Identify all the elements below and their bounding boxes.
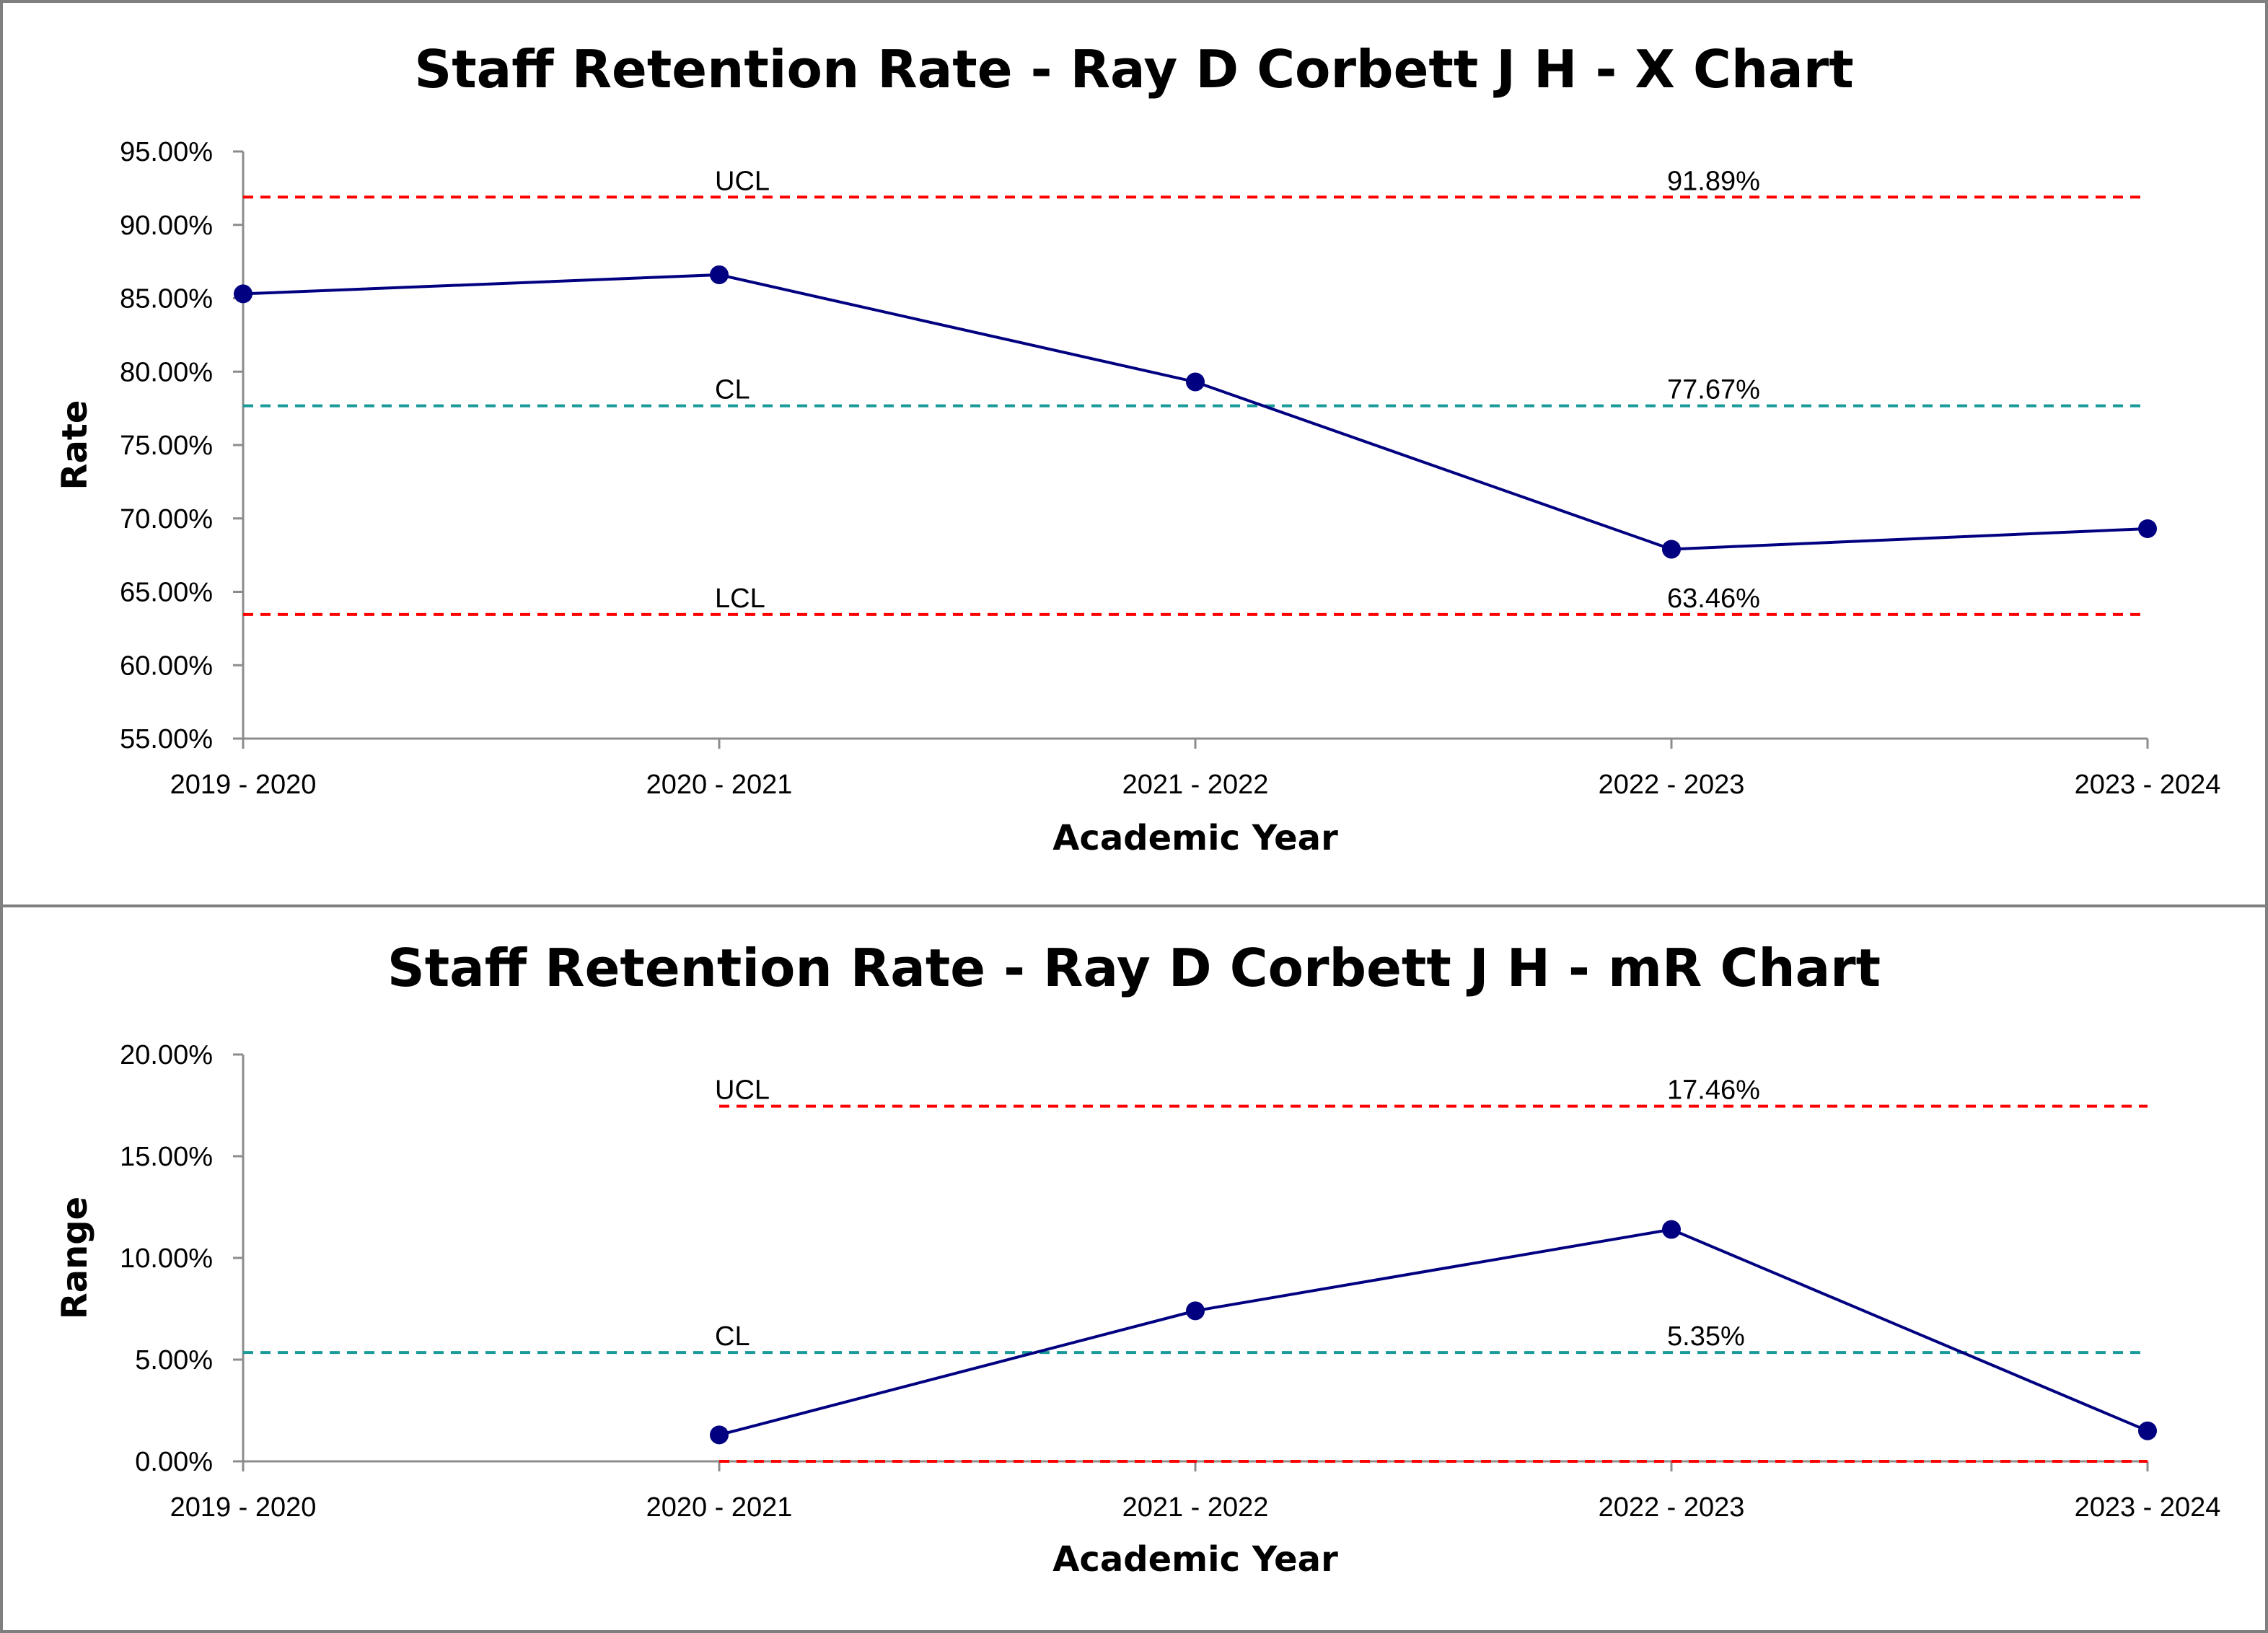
x-chart-x-tick-label: 2023 - 2024 (2075, 770, 2221, 800)
x-chart-y-tick-label: 55.00% (120, 724, 213, 754)
mr-chart-y-tick-label: 5.00% (135, 1345, 213, 1375)
x-chart-data-point (234, 284, 252, 304)
x-chart-y-tick-label: 75.00% (120, 431, 213, 461)
mr-chart-cl-line-value-label: 5.35% (1667, 1321, 1745, 1352)
mr-chart-y-tick-label: 20.00% (120, 1040, 213, 1070)
x-chart-y-tick-label: 70.00% (120, 504, 213, 534)
x-chart-panel: Staff Retention Rate - Ray D Corbett J H… (0, 0, 2268, 910)
x-chart-y-tick-label: 90.00% (120, 211, 213, 241)
x-chart-cl-line-value-label: 77.67% (1667, 375, 1760, 405)
mr-chart-plot: 20.00% 15.00% 10.00% 5.00% 0.00% 2019 - 2020 2… (55, 1040, 2221, 1580)
x-chart-plot: 95.00% 90.00% 85.00% 80.00% 75.00% 70.00% 65.0… (55, 137, 2221, 858)
x-chart-y-tick-label: 95.00% (120, 137, 213, 167)
x-chart-y-tick-label: 65.00% (120, 578, 213, 608)
x-chart-title: Staff Retention Rate - Ray D Corbett J H… (414, 39, 1854, 100)
mr-chart-x-tick-label: 2020 - 2021 (646, 1492, 793, 1523)
x-chart-lcl-line-value-label: 63.46% (1667, 584, 1760, 614)
x-chart-x-tick-label: 2021 - 2022 (1122, 770, 1269, 800)
mr-chart-x-axis-title: Academic Year (1052, 1539, 1338, 1580)
x-chart-cl-line-label: CL (715, 375, 750, 405)
x-chart-data-point (710, 265, 729, 284)
x-chart-data-point (1662, 540, 1681, 559)
mr-chart-data-point (2138, 1421, 2157, 1440)
x-chart-y-tick-label: 85.00% (120, 284, 213, 314)
mr-chart-title: Staff Retention Rate - Ray D Corbett J H… (387, 938, 1881, 998)
mr-chart-x-tick-label: 2022 - 2023 (1599, 1492, 1745, 1523)
mr-chart-y-axis-title: Range (55, 1197, 95, 1319)
mr-chart-x-tick-label: 2023 - 2024 (2075, 1492, 2221, 1523)
mr-chart-y-tick-label: 0.00% (135, 1447, 213, 1477)
mr-chart-data-point (1186, 1301, 1205, 1321)
x-chart-y-tick-label: 60.00% (120, 651, 213, 681)
x-chart-y-axis-title: Rate (55, 400, 95, 490)
x-chart-lcl-line-label: LCL (715, 584, 765, 614)
x-chart-data-point (1186, 372, 1205, 392)
mr-chart-panel: Staff Retention Rate - Ray D Corbett J H… (0, 904, 2268, 1633)
x-chart-x-axis-title: Academic Year (1052, 818, 1338, 858)
mr-chart-ucl-line-label: UCL (715, 1075, 770, 1106)
mr-chart-y-tick-label: 15.00% (120, 1142, 213, 1172)
x-chart-y-tick-label: 80.00% (120, 357, 213, 387)
mr-chart-ucl-line-value-label: 17.46% (1667, 1075, 1760, 1106)
x-chart-series-line (242, 273, 2148, 551)
x-chart-ucl-line-label: UCL (715, 166, 770, 196)
x-chart-x-tick-label: 2020 - 2021 (646, 770, 793, 800)
mr-chart-data-point (1662, 1220, 1681, 1239)
mr-chart-y-tick-label: 10.00% (120, 1244, 213, 1274)
mr-chart-series-line (718, 1228, 2148, 1437)
x-chart-data-point (2138, 519, 2157, 538)
x-chart-ucl-line-value-label: 91.89% (1667, 166, 1760, 196)
mr-chart-x-tick-label: 2019 - 2020 (170, 1492, 317, 1523)
mr-chart-cl-line-label: CL (715, 1321, 750, 1352)
x-chart-x-tick-label: 2019 - 2020 (170, 770, 317, 800)
mr-chart-x-tick-label: 2021 - 2022 (1122, 1492, 1269, 1523)
x-chart-x-tick-label: 2022 - 2023 (1599, 770, 1745, 800)
mr-chart-data-point (710, 1425, 729, 1445)
